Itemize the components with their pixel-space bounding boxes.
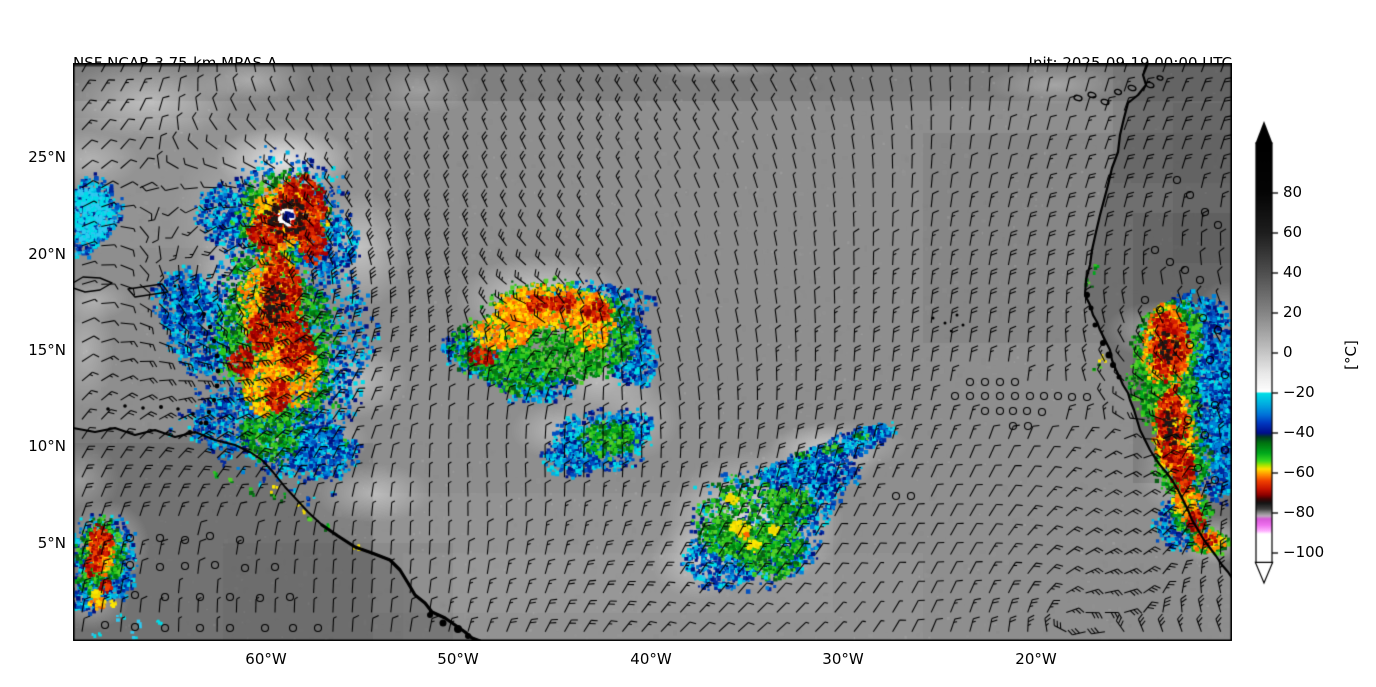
x-tick-label: 60°W [245,650,287,668]
colorbar-tick-label: −80 [1283,503,1315,521]
colorbar-tick-label: 40 [1283,263,1303,281]
map-canvas [73,63,1232,641]
colorbar-tick-label: −100 [1283,543,1325,561]
colorbar-tick-label: 0 [1283,343,1293,361]
colorbar-tick-label: −20 [1283,383,1315,401]
y-tick-label: 20°N [28,245,66,263]
colorbar-tick-label: 80 [1283,183,1303,201]
colorbar-tick-label: −40 [1283,423,1315,441]
colorbar-canvas [1250,118,1294,588]
y-tick-label: 25°N [28,148,66,166]
colorbar-tick-label: 20 [1283,303,1303,321]
y-tick-label: 15°N [28,341,66,359]
x-tick-label: 40°W [630,650,672,668]
colorbar-unit-label: [°C] [1342,340,1360,370]
x-tick-label: 20°W [1015,650,1057,668]
x-tick-label: 30°W [822,650,864,668]
y-tick-label: 5°N [37,534,66,552]
y-tick-label: 10°N [28,437,66,455]
colorbar-tick-label: −60 [1283,463,1315,481]
x-tick-label: 50°W [437,650,479,668]
colorbar-tick-label: 60 [1283,223,1303,241]
